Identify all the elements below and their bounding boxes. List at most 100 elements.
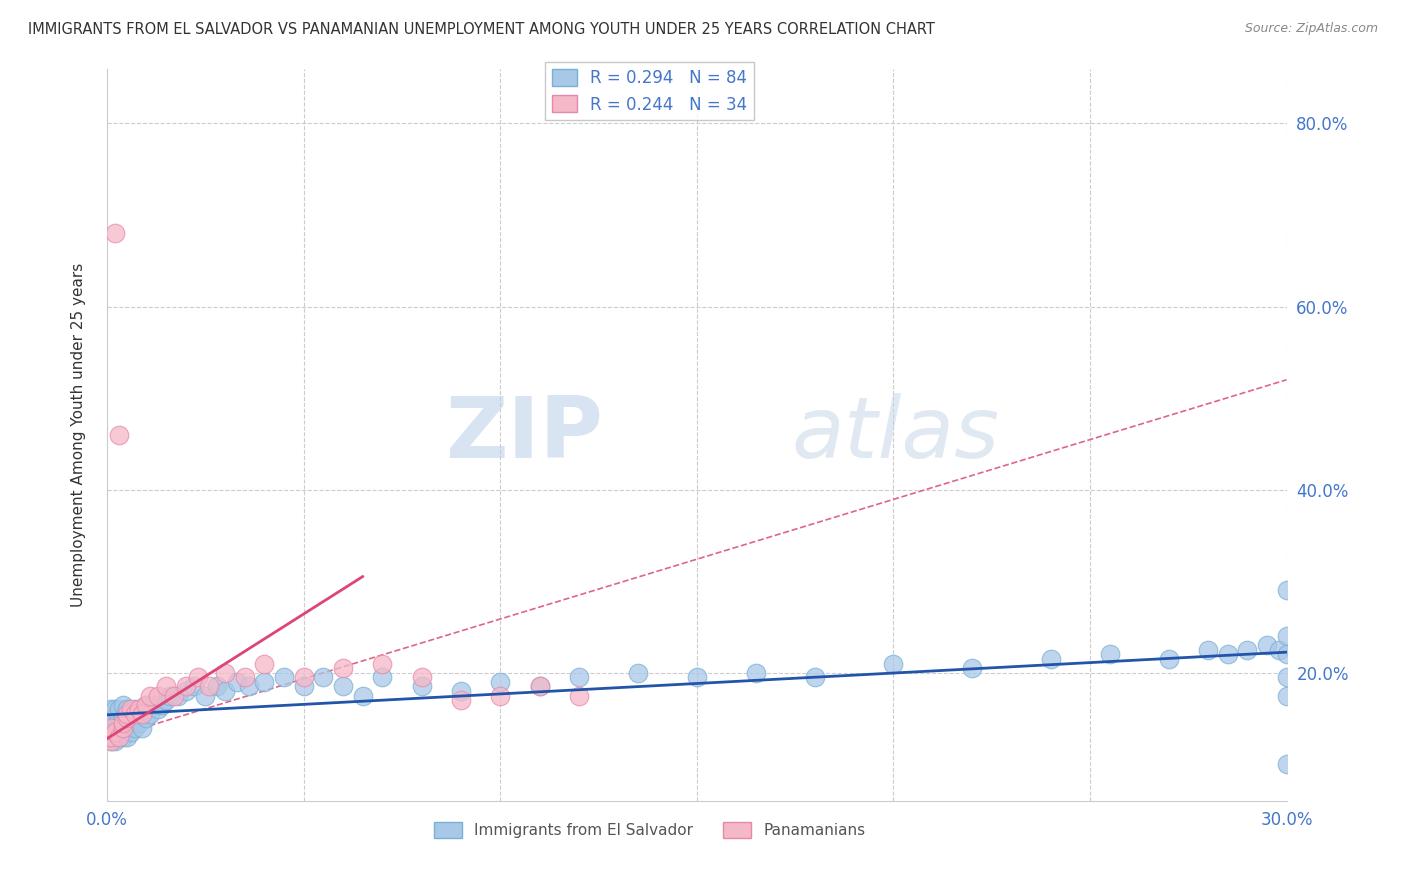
Point [128,706,150,721]
Point [214,684,236,698]
Point [104,734,127,748]
Point [194,689,217,703]
Point [411,680,433,694]
Point [111,721,134,735]
Point [1275,689,1298,703]
Point [253,657,276,671]
Point [568,670,591,684]
Point [100,730,122,744]
Point [1098,648,1121,662]
Point [1236,643,1258,657]
Point [159,689,181,703]
Point [292,680,315,694]
Point [111,721,134,735]
Point [312,670,335,684]
Point [124,702,146,716]
Point [411,670,433,684]
Point [131,721,153,735]
Point [1197,643,1219,657]
Point [131,706,153,721]
Point [108,711,131,725]
Point [1275,583,1298,598]
Point [120,716,142,731]
Point [529,680,551,694]
Point [273,670,295,684]
Point [163,689,186,703]
Point [131,706,153,721]
Point [108,721,131,735]
Text: atlas: atlas [792,393,1000,476]
Point [1275,629,1298,643]
Point [627,665,650,680]
Point [186,670,208,684]
Point [143,698,166,712]
Text: ZIP: ZIP [444,393,603,476]
Point [100,711,122,725]
Text: IMMIGRANTS FROM EL SALVADOR VS PANAMANIAN UNEMPLOYMENT AMONG YOUTH UNDER 25 YEAR: IMMIGRANTS FROM EL SALVADOR VS PANAMANIA… [28,22,935,37]
Point [111,698,134,712]
Point [100,716,122,731]
Point [804,670,827,684]
Point [139,689,162,703]
Point [108,702,131,716]
Point [225,674,247,689]
Point [135,711,157,725]
Point [332,661,354,675]
Point [371,670,394,684]
Point [489,674,512,689]
Point [115,711,138,725]
Point [292,670,315,684]
Point [100,734,122,748]
Point [120,702,142,716]
Point [450,684,472,698]
Point [120,706,142,721]
Point [124,711,146,725]
Point [214,665,236,680]
Point [115,721,138,735]
Point [115,730,138,744]
Point [183,680,205,694]
Point [686,670,709,684]
Point [104,725,127,739]
Point [104,227,127,241]
Point [115,706,138,721]
Point [155,693,177,707]
Point [1039,652,1062,666]
Point [148,702,170,716]
Point [1216,648,1239,662]
Point [568,689,591,703]
Point [352,689,374,703]
Point [128,716,150,731]
Point [104,702,127,716]
Point [174,680,197,694]
Point [124,721,146,735]
Point [332,680,354,694]
Point [1275,670,1298,684]
Point [489,689,512,703]
Legend: Immigrants from El Salvador, Panamanians: Immigrants from El Salvador, Panamanians [427,816,872,845]
Point [1275,757,1298,772]
Point [104,721,127,735]
Point [104,711,127,725]
Point [100,702,122,716]
Point [115,702,138,716]
Point [233,670,256,684]
Point [238,680,260,694]
Point [205,680,228,694]
Point [111,730,134,744]
Point [100,721,122,735]
Point [155,680,177,694]
Point [150,698,173,712]
Point [115,711,138,725]
Point [111,716,134,731]
Point [100,721,122,735]
Point [111,711,134,725]
Point [135,698,157,712]
Point [139,706,162,721]
Point [450,693,472,707]
Point [253,674,276,689]
Point [148,689,170,703]
Point [104,725,127,739]
Point [745,665,768,680]
Point [124,706,146,721]
